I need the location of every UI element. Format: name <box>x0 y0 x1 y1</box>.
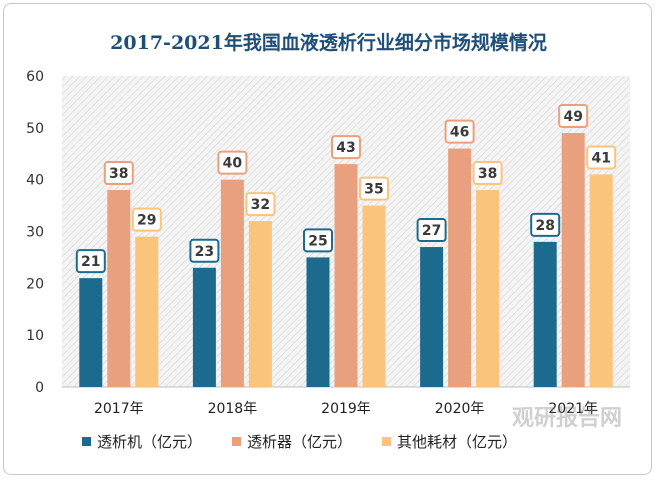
watermark-logo: 观研报告网 <box>512 406 623 431</box>
bar <box>362 205 386 387</box>
x-tick-label: 2019年 <box>321 401 371 417</box>
data-label-box <box>472 161 503 186</box>
bar <box>533 241 557 387</box>
legend-item-consumables: 其他耗材（亿元） <box>382 431 517 452</box>
data-label: 32 <box>251 197 270 213</box>
x-tick-label: 2018年 <box>208 401 258 417</box>
data-label: 40 <box>223 156 243 172</box>
legend-swatch-dialyzer <box>232 437 242 446</box>
y-tick-label: 50 <box>26 121 44 137</box>
data-label-box <box>586 145 617 170</box>
legend-swatch-machine <box>82 437 91 446</box>
data-label-box <box>444 119 475 144</box>
y-tick-label: 60 <box>26 69 44 85</box>
data-label: 43 <box>336 140 355 156</box>
data-label: 28 <box>535 218 554 234</box>
data-label: 27 <box>422 223 441 239</box>
bar <box>334 164 358 387</box>
data-label-box <box>530 212 561 237</box>
data-label-box <box>103 161 134 186</box>
bar <box>107 190 131 387</box>
bar <box>220 179 244 387</box>
data-label: 38 <box>109 166 128 182</box>
bars: 21 38 29 23 40 32 25 43 35 27 46 38 28 49 41 <box>75 104 617 387</box>
data-label: 35 <box>364 182 383 198</box>
bar <box>589 174 613 387</box>
data-label-box <box>416 218 447 243</box>
data-label-box <box>131 207 162 232</box>
legend-label-dialyzer: 透析器（亿元） <box>247 433 353 451</box>
data-label: 23 <box>195 244 214 260</box>
data-label: 46 <box>450 125 469 141</box>
bar <box>476 190 500 387</box>
y-tick-label: 40 <box>26 173 44 189</box>
legend-label-machine: 透析机（亿元） <box>97 433 203 451</box>
y-tick-label: 10 <box>26 328 44 344</box>
data-label: 29 <box>137 213 156 229</box>
legend-item-dialyzer: 透析器（亿元） <box>232 431 352 452</box>
data-label-box <box>189 238 220 263</box>
y-tick-label: 30 <box>26 225 44 241</box>
data-label-box <box>331 135 361 160</box>
legend-swatch-consumables <box>382 437 392 446</box>
bar <box>135 236 159 387</box>
bar <box>248 221 272 387</box>
bar <box>420 247 444 387</box>
data-label-box <box>75 249 106 274</box>
data-label-box <box>245 192 276 217</box>
chart-title: 2017-2021年我国血液透析行业细分市场规模情况 <box>110 32 547 54</box>
bar <box>192 267 216 387</box>
data-label: 21 <box>81 254 100 270</box>
data-label-box <box>359 176 389 201</box>
x-tick-label: 2021年 <box>548 401 598 417</box>
bar <box>448 148 472 387</box>
x-tick-label: 2020年 <box>435 401 485 417</box>
data-label: 25 <box>308 233 327 249</box>
bar <box>306 257 330 387</box>
x-tick-label: 2017年 <box>94 401 144 417</box>
y-axis: 0 10 20 30 40 50 60 <box>26 69 44 396</box>
y-tick-label: 20 <box>26 276 44 292</box>
data-label: 49 <box>563 109 582 125</box>
legend-label-consumables: 其他耗材（亿元） <box>397 433 518 451</box>
data-label: 41 <box>591 150 610 166</box>
bar <box>79 278 103 387</box>
data-label-box <box>217 150 248 175</box>
y-tick-label: 0 <box>35 380 44 396</box>
bar <box>561 133 585 387</box>
data-label-box <box>303 228 333 253</box>
legend-item-machine: 透析机（亿元） <box>82 431 202 452</box>
legend: 透析机（亿元） 透析器（亿元） 其他耗材（亿元） <box>82 431 517 452</box>
data-label-box <box>558 104 589 129</box>
data-label: 38 <box>478 166 497 182</box>
